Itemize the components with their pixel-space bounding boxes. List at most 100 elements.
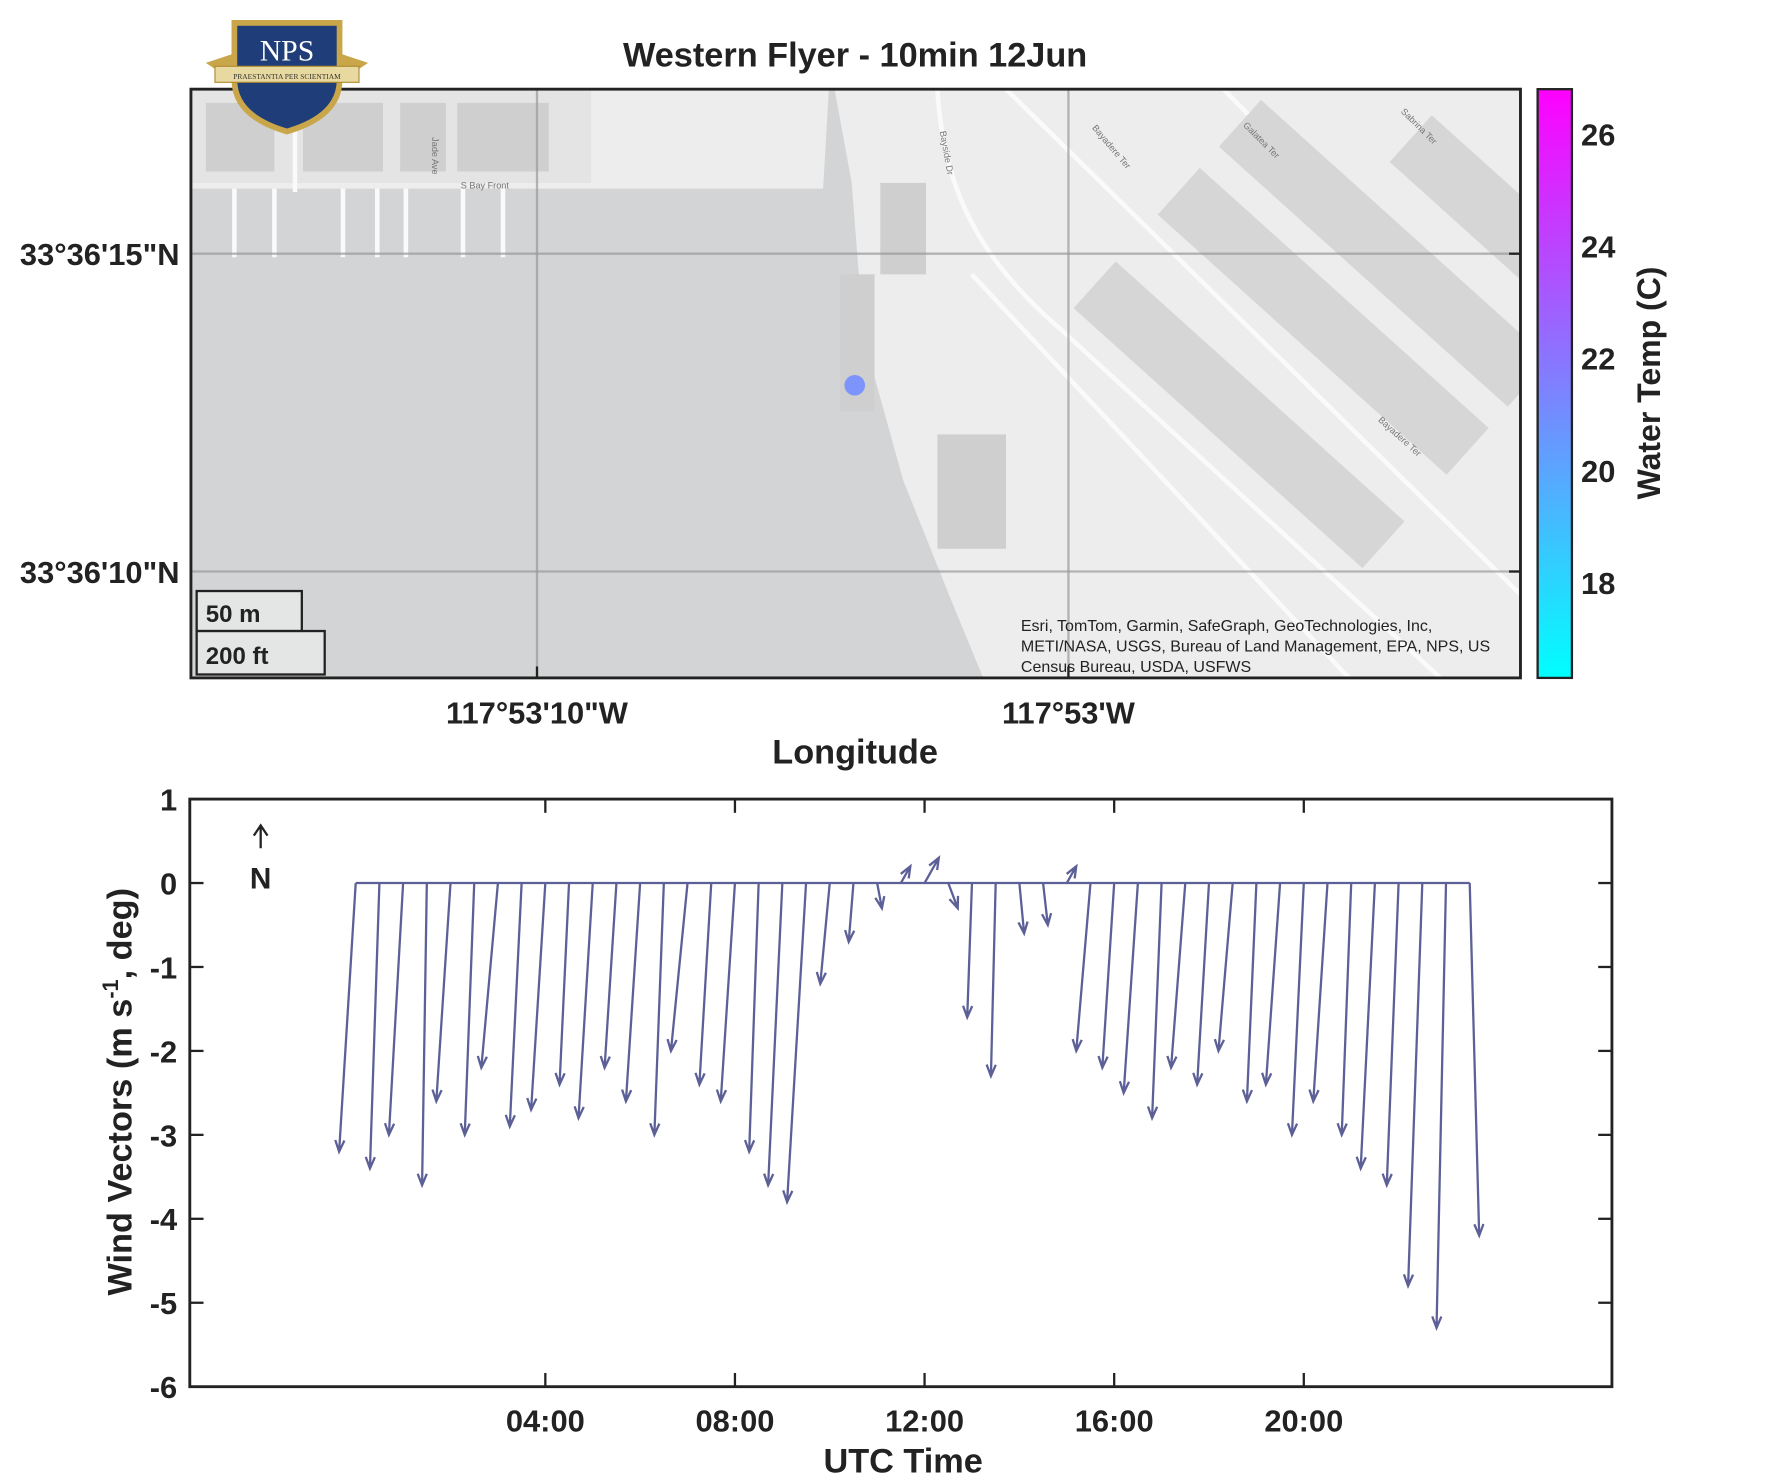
wind-vector [763,882,784,1189]
colorbar [1536,88,1574,680]
wind-vector [961,882,974,1021]
y-axis-title-part: , deg) [101,888,139,979]
y-tick-label: -1 [150,950,177,985]
attribution: Esri, TomTom, Garmin, SafeGraph, GeoTech… [1021,618,1490,676]
wind-vector [1241,882,1258,1105]
colorbar-label: Water Temp (C) [1631,267,1667,500]
x-tick-label: 117°53'10"W [446,696,629,731]
x-axis-title: Longitude [772,734,938,772]
y-tick-label: -6 [150,1370,177,1405]
y-tick-label: 33°36'15"N [20,237,180,272]
wind-vector [1146,882,1163,1122]
wind-vector [1468,883,1485,1239]
wind-frame [188,797,1614,1389]
wind-vector [1166,882,1187,1071]
north-label: N [250,862,271,895]
wind-vector [554,882,571,1088]
wind-vector [985,883,997,1080]
wind-vector [1192,882,1211,1088]
x-tick-label: 16:00 [1075,1403,1154,1438]
wind-vector [843,882,856,945]
wind-vector [459,882,476,1138]
y-axis-title: Wind Vectors (m s-1, deg) [98,888,140,1296]
wind-vector [526,882,547,1113]
colorbar-tick-label: 18 [1581,566,1615,601]
wind-vector [504,882,523,1130]
y-tick-label: 33°36'10"N [20,555,180,590]
x-tick-label: 117°53'W [1002,696,1136,731]
y-tick-label: 0 [160,866,177,901]
wind-vector [1065,863,1078,884]
colorbar-tick-label: 26 [1581,117,1615,152]
wind-vector [874,882,886,912]
street-label: S Bay Front [461,181,510,191]
scale-label: 200 ft [206,643,269,670]
y-tick-label: 1 [160,783,177,818]
street-label: Jade Ave [430,137,440,174]
wind-vector [1355,882,1377,1172]
x-tick-label: 04:00 [506,1403,585,1438]
wind-vector [573,882,594,1122]
x-tick-label: 12:00 [885,1403,964,1438]
x-axis-title: UTC Time [823,1442,982,1477]
wind-vector [621,882,642,1105]
colorbar-tick-label: 20 [1581,454,1615,489]
wind-vector [1040,882,1053,929]
y-tick-label: -5 [150,1286,177,1321]
scale-bar: 50 m 200 ft [195,589,326,676]
wind-vector [715,882,737,1105]
wind-vector [1071,882,1092,1054]
chart-title: Western Flyer - 10min 12Jun [623,36,1087,74]
wind-vector [416,883,428,1189]
colorbar-tick-label: 24 [1581,230,1615,265]
data-point [844,374,866,396]
wind-vector [666,882,689,1054]
wind-vector [1402,882,1424,1290]
wind-vector [476,882,500,1071]
scale-label: 50 m [206,601,261,628]
wind-vector [1213,882,1234,1054]
logo-motto: PRAESTANTIA PER SCIENTIAM [233,72,341,81]
wind-vector [782,882,808,1206]
wind-vector [1286,882,1305,1138]
y-tick-label: -3 [150,1118,177,1153]
logo-text: NPS [260,36,315,68]
y-tick-label: -4 [150,1202,177,1237]
wind-vector [947,882,960,912]
wind-vector [431,882,452,1105]
basemap [190,89,1521,678]
y-tick-label: -2 [150,1034,177,1069]
wind-vector [383,882,405,1138]
wind-vector [923,855,941,884]
wind-vector [1017,882,1029,937]
x-tick-label: 20:00 [1264,1403,1343,1438]
wind-vector [899,863,912,884]
wind-vector [364,882,381,1172]
wind-layer: 04:00 08:00 12:00 16:00 20:00 -6 -5 -4 -3 -2 -1 0 1 [150,783,1612,1438]
attribution-line: Census Bureau, USDA, USFWS [1021,659,1251,676]
map-frame [189,87,1522,680]
wind-vector [334,882,357,1155]
wind-vector [1261,882,1282,1088]
map-layer: 117°53'10"W 117°53'W 33°36'10"N 33°36'15"N 1… [20,89,1615,731]
wind-vector [815,882,831,987]
attribution-line: Esri, TomTom, Garmin, SafeGraph, GeoTech… [1021,618,1432,635]
wind-vector [743,882,760,1155]
wind-vector [1336,882,1353,1138]
wind-vector [1308,882,1329,1105]
colorbar-tick-label: 22 [1581,342,1615,377]
wind-vector [1097,882,1116,1071]
y-axis-title-part: Wind Vectors (m s [101,999,139,1296]
wind-vector [1118,882,1140,1096]
logo: NPS PRAESTANTIA PER SCIENTIAM [205,20,369,135]
y-axis-title-sup: -1 [98,979,123,998]
attribution-line: METI/NASA, USGS, Bureau of Land Manageme… [1021,639,1490,656]
north-arrow [252,823,269,849]
wind-vector [649,882,665,1138]
wind-vector [694,882,713,1088]
wind-vector [599,882,618,1071]
x-tick-label: 08:00 [695,1403,774,1438]
wind-vector [1381,882,1400,1189]
wind-vector [1431,883,1448,1332]
